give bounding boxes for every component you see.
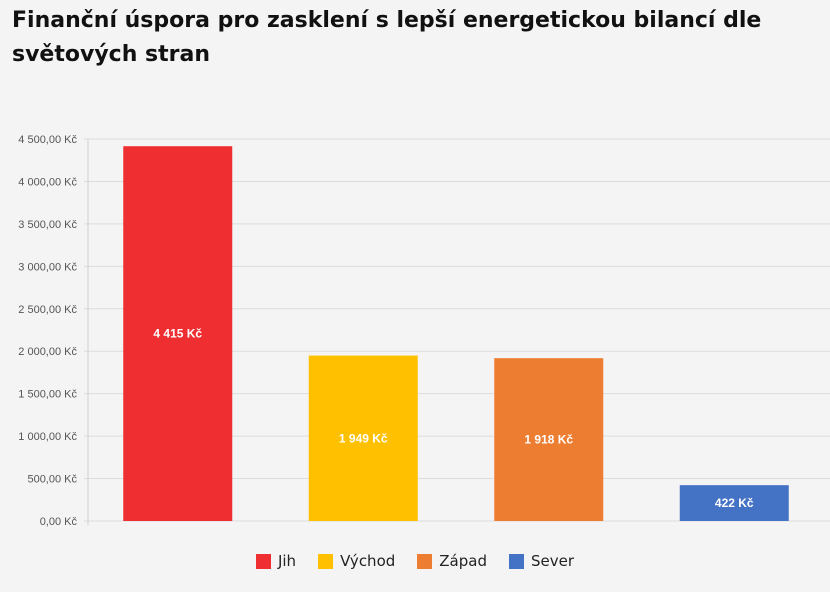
y-tick-label: 3 500,00 Kč (18, 219, 77, 231)
data-label: 422 Kč (715, 496, 754, 510)
legend-label: Jih (277, 552, 297, 570)
data-label: 1 949 Kč (339, 431, 388, 445)
bar-jih (123, 146, 233, 521)
legend: Jih Východ Západ Sever (0, 552, 830, 570)
legend-item[interactable]: Jih (255, 552, 297, 570)
y-tick-label: 3 000,00 Kč (18, 261, 77, 273)
bar-východ (308, 355, 418, 521)
y-tick-label: 1 000,00 Kč (18, 431, 77, 443)
y-tick-label: 2 000,00 Kč (18, 346, 77, 358)
y-tick-label: 500,00 Kč (27, 474, 77, 486)
legend-swatch (255, 553, 271, 569)
data-label: 4 415 Kč (153, 327, 202, 341)
legend-label: Západ (439, 552, 487, 570)
y-tick-label: 1 500,00 Kč (18, 389, 77, 401)
legend-label: Sever (530, 552, 575, 570)
legend-item[interactable]: Východ (318, 552, 395, 570)
y-tick-label: 2 500,00 Kč (18, 304, 77, 316)
bar-sever (679, 485, 789, 521)
legend-swatch (508, 553, 524, 569)
legend-label: Východ (340, 552, 396, 570)
legend-item[interactable]: Sever (508, 552, 575, 570)
y-tick-label: 0,00 Kč (40, 516, 78, 528)
y-tick-label: 4 500,00 Kč (18, 134, 77, 146)
legend-item[interactable]: Západ (417, 552, 487, 570)
bar-západ (494, 358, 604, 521)
data-label: 1 918 Kč (524, 433, 573, 447)
y-tick-label: 4 000,00 Kč (18, 176, 77, 188)
chart-title: Finanční úspora pro zasklení s lepší ene… (12, 8, 762, 67)
legend-swatch (417, 553, 433, 569)
legend-swatch (318, 553, 334, 569)
